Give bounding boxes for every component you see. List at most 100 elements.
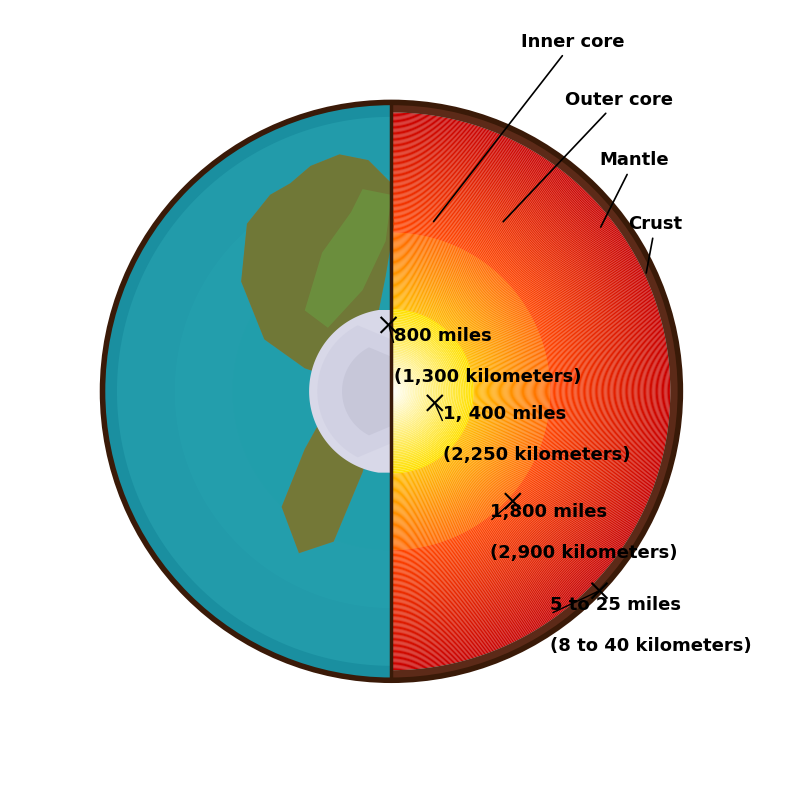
Polygon shape: [391, 142, 640, 640]
Text: 800 miles: 800 miles: [394, 327, 492, 345]
Polygon shape: [391, 270, 513, 513]
Polygon shape: [391, 218, 565, 565]
Polygon shape: [391, 319, 464, 464]
Polygon shape: [318, 326, 391, 458]
Polygon shape: [391, 334, 449, 449]
Polygon shape: [391, 390, 393, 393]
Text: (8 to 40 kilometers): (8 to 40 kilometers): [550, 637, 752, 655]
Polygon shape: [391, 354, 430, 430]
Polygon shape: [391, 294, 489, 489]
Polygon shape: [391, 278, 505, 504]
Polygon shape: [391, 349, 434, 434]
Polygon shape: [391, 305, 478, 478]
Polygon shape: [391, 134, 649, 649]
Polygon shape: [391, 176, 606, 606]
Polygon shape: [391, 133, 650, 650]
Polygon shape: [391, 263, 520, 520]
Polygon shape: [391, 188, 594, 594]
Polygon shape: [391, 164, 618, 618]
Polygon shape: [391, 290, 492, 492]
Polygon shape: [391, 374, 410, 410]
Polygon shape: [391, 296, 487, 487]
Polygon shape: [391, 178, 604, 604]
Polygon shape: [391, 224, 558, 558]
Polygon shape: [391, 297, 486, 486]
Polygon shape: [391, 248, 535, 535]
Polygon shape: [391, 126, 657, 657]
Polygon shape: [391, 128, 654, 654]
Polygon shape: [391, 368, 414, 414]
Polygon shape: [391, 343, 439, 439]
Polygon shape: [391, 383, 400, 399]
Polygon shape: [391, 249, 534, 534]
Polygon shape: [391, 242, 541, 541]
Text: 1,800 miles: 1,800 miles: [490, 503, 607, 522]
Polygon shape: [391, 261, 522, 522]
Polygon shape: [391, 278, 506, 506]
Polygon shape: [391, 190, 594, 594]
Polygon shape: [391, 223, 560, 560]
Polygon shape: [391, 250, 533, 533]
Polygon shape: [391, 127, 656, 656]
Polygon shape: [282, 368, 386, 553]
Polygon shape: [391, 251, 532, 532]
Polygon shape: [391, 209, 574, 574]
Polygon shape: [391, 290, 494, 494]
Polygon shape: [391, 255, 527, 527]
Polygon shape: [305, 189, 391, 328]
Polygon shape: [391, 154, 630, 630]
Polygon shape: [391, 216, 567, 567]
Polygon shape: [391, 382, 402, 402]
Polygon shape: [391, 303, 479, 479]
Polygon shape: [391, 186, 597, 597]
Polygon shape: [391, 342, 441, 441]
Polygon shape: [391, 375, 408, 408]
Text: Crust: Crust: [628, 214, 682, 273]
Polygon shape: [391, 144, 639, 639]
Polygon shape: [391, 346, 438, 438]
Polygon shape: [391, 150, 633, 633]
Polygon shape: [391, 159, 623, 623]
Polygon shape: [391, 237, 546, 546]
Polygon shape: [391, 282, 500, 500]
Polygon shape: [391, 202, 582, 582]
Polygon shape: [391, 314, 469, 469]
Polygon shape: [391, 362, 421, 421]
Polygon shape: [391, 102, 680, 680]
Polygon shape: [391, 360, 422, 422]
Polygon shape: [391, 266, 517, 516]
Polygon shape: [391, 226, 556, 556]
Polygon shape: [391, 205, 578, 578]
Polygon shape: [391, 240, 542, 542]
Polygon shape: [391, 366, 416, 416]
Text: (2,250 kilometers): (2,250 kilometers): [443, 446, 631, 464]
Polygon shape: [391, 338, 444, 444]
Text: Mantle: Mantle: [599, 151, 669, 227]
Polygon shape: [391, 116, 666, 666]
Polygon shape: [391, 219, 563, 563]
Polygon shape: [391, 118, 666, 666]
Polygon shape: [391, 363, 419, 419]
Polygon shape: [391, 324, 459, 459]
Polygon shape: [391, 146, 637, 637]
Polygon shape: [391, 358, 424, 424]
Polygon shape: [391, 238, 545, 545]
Polygon shape: [391, 231, 551, 551]
Polygon shape: [391, 365, 418, 418]
Polygon shape: [391, 269, 514, 514]
Polygon shape: [391, 157, 626, 626]
Polygon shape: [391, 357, 426, 426]
Polygon shape: [391, 257, 526, 526]
Polygon shape: [391, 210, 573, 573]
Polygon shape: [391, 137, 646, 646]
Polygon shape: [391, 166, 616, 616]
Polygon shape: [391, 371, 411, 411]
Polygon shape: [391, 204, 579, 579]
Polygon shape: [391, 113, 670, 670]
Polygon shape: [391, 122, 661, 661]
Polygon shape: [391, 340, 442, 442]
Polygon shape: [391, 246, 538, 537]
Polygon shape: [391, 156, 627, 627]
Polygon shape: [391, 270, 512, 512]
Polygon shape: [391, 228, 555, 555]
